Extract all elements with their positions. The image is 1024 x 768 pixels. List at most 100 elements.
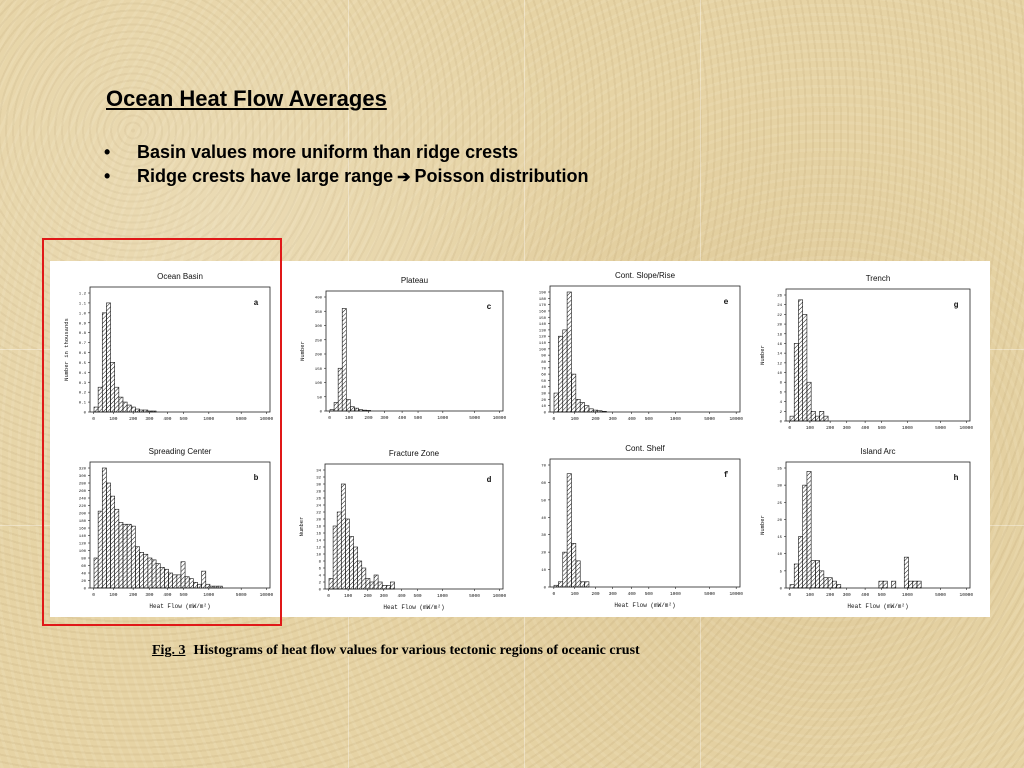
y-tick-label: 0 [544,587,547,591]
x-tick-label: 5000 [935,425,946,431]
x-tick-label: 5000 [704,591,715,597]
bullet-item: • Ridge crests have large range ➔ Poisson d… [104,164,589,188]
y-tick-label: 200 [315,354,323,358]
y-tick-label: 10 [777,372,782,376]
panel-letter: c [487,303,492,312]
plot-frame [785,461,971,589]
x-tick-label: 400 [861,425,869,431]
x-tick-label: 10000 [493,593,507,599]
histogram-bar [386,585,391,590]
x-tick-label: 400 [861,592,869,598]
histogram-bar [328,578,334,590]
x-tick-label: 300 [380,593,388,599]
x-tick-label: 5000 [469,593,480,599]
histogram-bar [601,411,607,413]
histogram-bar [798,536,803,589]
y-tick-label: 140 [79,535,87,539]
histogram-bar [802,314,808,422]
y-tick-label: 5 [780,570,783,574]
histogram-bar [553,392,559,413]
histogram-bar [793,343,799,422]
y-tick-label: 0 [780,421,783,425]
histogram-bar [815,560,820,589]
x-axis-label: Heat Flow (mW/m²) [383,604,444,611]
x-tick-label: 400 [163,416,171,422]
histogram-bar [575,560,581,588]
histogram-bar [336,511,342,590]
x-tick-label: 500 [645,416,653,422]
x-tick-label: 0 [552,591,555,597]
y-tick-label: 320 [79,468,87,472]
y-tick-label: 20 [541,552,546,556]
x-tick-label: 1000 [437,415,448,421]
histogram-bar [836,584,842,589]
histogram-bar [333,402,339,412]
y-tick-label: 12 [316,547,321,551]
x-tick-label: 500 [878,425,886,431]
x-tick-label: 500 [414,593,422,599]
plot-frame [785,288,971,422]
y-tick-label: 30 [316,484,321,488]
histogram-figure: Ocean Basin a 0 0.1 0.2 0.3 0.4 0.5 0.6 0.7 0.8 0.9… [63,271,973,611]
histogram-bar [217,585,223,589]
y-tick-label: 0.7 [79,342,87,346]
panel-letter: g [954,301,959,310]
x-tick-label: 5000 [236,416,247,422]
y-tick-label: 20 [316,519,321,523]
histogram-bar [366,410,372,412]
y-tick-label: 60 [81,565,86,569]
y-tick-label: 26 [316,498,321,502]
figure-panel: Ocean Basin a 0 0.1 0.2 0.3 0.4 0.5 0.6 0.7 0.8 0.9… [50,261,990,617]
x-tick-label: 0 [788,425,791,431]
x-tick-label: 5000 [935,592,946,598]
histogram-bar [357,560,363,590]
x-tick-label: 5000 [704,416,715,422]
y-tick-label: 160 [79,528,87,532]
y-tick-label: 32 [316,477,321,481]
x-tick-label: 400 [397,593,405,599]
x-tick-label: 300 [145,416,153,422]
y-tick-label: 260 [79,490,87,494]
y-tick-label: 10 [541,405,546,409]
y-tick-label: 100 [315,382,323,386]
y-tick-label: 0.2 [79,392,87,396]
y-tick-label: 80 [541,361,546,365]
histogram-bar [891,580,897,589]
x-tick-label: 500 [645,591,653,597]
bullet-text: Basin values more uniform than ridge cre… [137,142,519,162]
y-tick-label: 14 [316,540,321,544]
histogram-bar [332,525,338,590]
histogram-bar [789,415,795,422]
x-tick-label: 200 [129,592,137,598]
y-tick-label: 50 [541,499,546,503]
x-tick-label: 10000 [260,592,274,598]
y-tick-label: 0.3 [79,382,87,386]
y-tick-label: 220 [79,505,87,509]
y-tick-label: 180 [539,298,547,302]
histogram-bar [793,563,799,589]
histogram-bar [832,580,837,589]
x-tick-label: 10000 [260,416,274,422]
x-tick-label: 1000 [437,593,448,599]
x-tick-label: 400 [628,591,636,597]
y-tick-label: 0 [319,589,322,593]
y-tick-label: 60 [541,374,546,378]
histogram-bar [584,581,590,588]
y-tick-label: 0 [780,588,783,592]
histogram-bar [377,581,383,590]
x-tick-label: 300 [145,592,153,598]
histogram-bar [558,581,564,588]
histogram-bar [349,536,354,590]
y-tick-label: 400 [315,297,323,301]
y-tick-label: 16 [316,533,321,537]
histogram-bar [354,407,359,412]
y-tick-label: 50 [317,396,322,400]
x-tick-label: 0 [92,416,95,422]
x-tick-label: 300 [609,591,617,597]
x-tick-label: 200 [592,416,600,422]
x-tick-label: 200 [129,416,137,422]
caption-text: Histograms of heat flow values for vario… [193,643,640,658]
panel-letter: b [254,474,259,483]
plot-frame [549,285,741,413]
y-tick-label: 0 [84,412,87,416]
